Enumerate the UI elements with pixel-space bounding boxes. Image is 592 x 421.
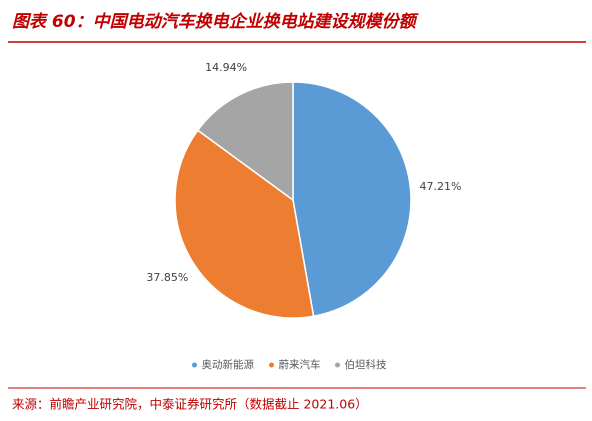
legend-label: 伯坦科技 — [345, 358, 387, 371]
pie-slice — [174, 129, 315, 319]
data-label: 14.94% — [205, 61, 247, 74]
chart-title: 图表 60：中国电动汽车换电企业换电站建设规模份额 — [12, 12, 419, 32]
legend-label: 蔚来汽车 — [279, 358, 321, 371]
source: 来源：前瞻产业研究院，中泰证券研究所（数据截止 2021.06） — [12, 397, 368, 412]
data-label: 37.85% — [146, 271, 188, 284]
pie-slice — [292, 81, 412, 318]
data-label: 47.21% — [419, 180, 461, 193]
legend-label: 奥动新能源 — [202, 358, 255, 371]
legend-marker — [335, 362, 340, 368]
legend-marker — [269, 362, 274, 368]
pie-slice — [196, 81, 294, 202]
legend-marker — [192, 362, 197, 368]
